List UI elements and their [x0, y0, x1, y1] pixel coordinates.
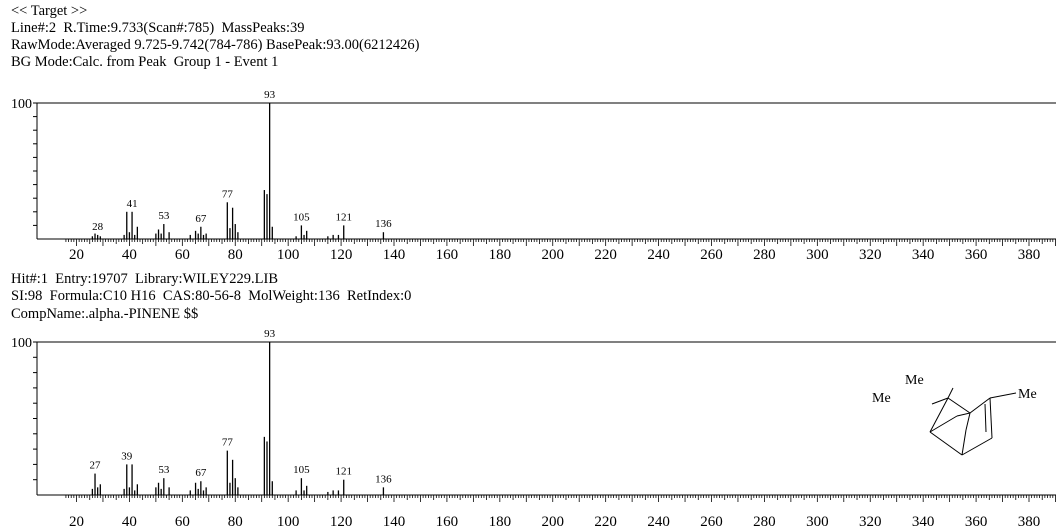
x-tick-label: 360 — [965, 514, 988, 529]
target-bgmode-info: BG Mode:Calc. from Peak Group 1 - Event … — [11, 54, 279, 70]
x-tick-label: 260 — [700, 247, 723, 263]
x-tick-label: 200 — [542, 247, 565, 263]
x-tick-label: 300 — [806, 514, 829, 529]
x-tick-label: 80 — [228, 514, 243, 529]
peak-label: 27 — [90, 460, 102, 472]
x-tick-label: 220 — [594, 247, 617, 263]
peak-label: 41 — [127, 198, 138, 210]
peak-label: 77 — [222, 188, 234, 200]
bond-me-left — [931, 397, 949, 405]
x-tick-label: 200 — [542, 514, 565, 529]
peak-label: 121 — [335, 211, 352, 223]
bond-c2-c3-double — [984, 403, 987, 433]
hit-entry-info: Hit#:1 Entry:19707 Library:WILEY229.LIB — [11, 271, 278, 287]
peak-label: 53 — [158, 464, 170, 476]
alpha-pinene-structure: Me Me Me — [872, 373, 1037, 456]
x-tick-label: 320 — [859, 514, 882, 529]
bond-bridge-c1 — [965, 412, 971, 431]
target-line-info: Line#:2 R.Time:9.733(Scan#:785) MassPeak… — [11, 20, 305, 36]
hit-formula-info: SI:98 Formula:C10 H16 CAS:80-56-8 MolWei… — [11, 288, 412, 304]
x-tick-label: 120 — [330, 247, 353, 263]
x-tick-label: 60 — [175, 514, 190, 529]
x-tick-label: 160 — [436, 247, 459, 263]
peak-label: 67 — [195, 213, 207, 225]
peak-label: 77 — [222, 437, 234, 449]
peak-label: 93 — [264, 328, 276, 340]
structure-label-me-left: Me — [872, 391, 891, 406]
peak-label: 67 — [195, 467, 207, 479]
x-tick-label: 40 — [122, 247, 137, 263]
bond-c2-c3 — [989, 397, 993, 439]
y-tick-label: 100 — [11, 336, 32, 351]
x-tick-label: 280 — [753, 514, 776, 529]
bond-c1-c2 — [969, 397, 991, 414]
x-tick-label: 180 — [489, 247, 512, 263]
x-tick-label: 20 — [69, 514, 84, 529]
library-spectrum-plot: 100 20 40 60 80 100 120 140 160 180 200 220 240 260 28… — [11, 328, 1056, 529]
x-tick-label: 280 — [753, 247, 776, 263]
x-tick-label: 40 — [122, 514, 137, 529]
peak-label: 136 — [375, 218, 392, 230]
x-tick-label: 120 — [330, 514, 353, 529]
x-tick-label: 140 — [383, 514, 406, 529]
bond-c4-c5 — [929, 431, 963, 456]
y-tick-label: 100 — [11, 97, 32, 112]
x-tick-label: 260 — [700, 514, 723, 529]
peak-label: 39 — [121, 450, 133, 462]
bond-c7-c1 — [956, 412, 971, 417]
peak-label: 105 — [293, 464, 310, 476]
x-tick-label: 60 — [175, 247, 190, 263]
peak-label: 53 — [158, 210, 170, 222]
x-tick-label: 220 — [594, 514, 617, 529]
bond-c3-c4 — [961, 437, 993, 456]
x-tick-label: 380 — [1018, 247, 1041, 263]
peak-label: 105 — [293, 211, 310, 223]
structure-label-me-right: Me — [1018, 387, 1037, 402]
x-tick-label: 340 — [912, 247, 935, 263]
peak-label: 28 — [92, 221, 104, 233]
target-spectrum-plot: 100 20 40 60 80 100 120 140 160 180 200 220 240 260 28… — [11, 89, 1056, 263]
x-tick-label: 240 — [647, 514, 670, 529]
bond-me-top — [947, 387, 954, 399]
peak-label: 136 — [375, 473, 392, 485]
x-tick-label: 100 — [277, 514, 300, 529]
x-tick-label: 320 — [859, 247, 882, 263]
x-tick-label: 300 — [806, 247, 829, 263]
bond-c2-me — [989, 392, 1017, 399]
x-tick-label: 380 — [1018, 514, 1041, 529]
structure-label-me-top: Me — [905, 373, 924, 388]
x-tick-label: 100 — [277, 247, 300, 263]
target-rawmode-info: RawMode:Averaged 9.725-9.742(784-786) Ba… — [11, 37, 420, 53]
bond-c4-bridge — [961, 429, 967, 456]
x-tick-label: 20 — [69, 247, 84, 263]
bond-c6-c1 — [947, 397, 971, 414]
x-tick-label: 360 — [965, 247, 988, 263]
target-title: << Target >> — [11, 3, 88, 19]
x-tick-label: 240 — [647, 247, 670, 263]
x-tick-label: 180 — [489, 514, 512, 529]
bond-c6-c5 — [929, 397, 949, 433]
peak-label: 121 — [335, 466, 352, 478]
peak-label: 93 — [264, 89, 276, 101]
x-tick-label: 140 — [383, 247, 406, 263]
x-tick-label: 80 — [228, 247, 243, 263]
x-tick-label: 160 — [436, 514, 459, 529]
hit-compound-name: CompName:.alpha.-PINENE $$ — [11, 306, 199, 322]
x-tick-label: 340 — [912, 514, 935, 529]
bond-c5-c7 — [929, 415, 958, 433]
